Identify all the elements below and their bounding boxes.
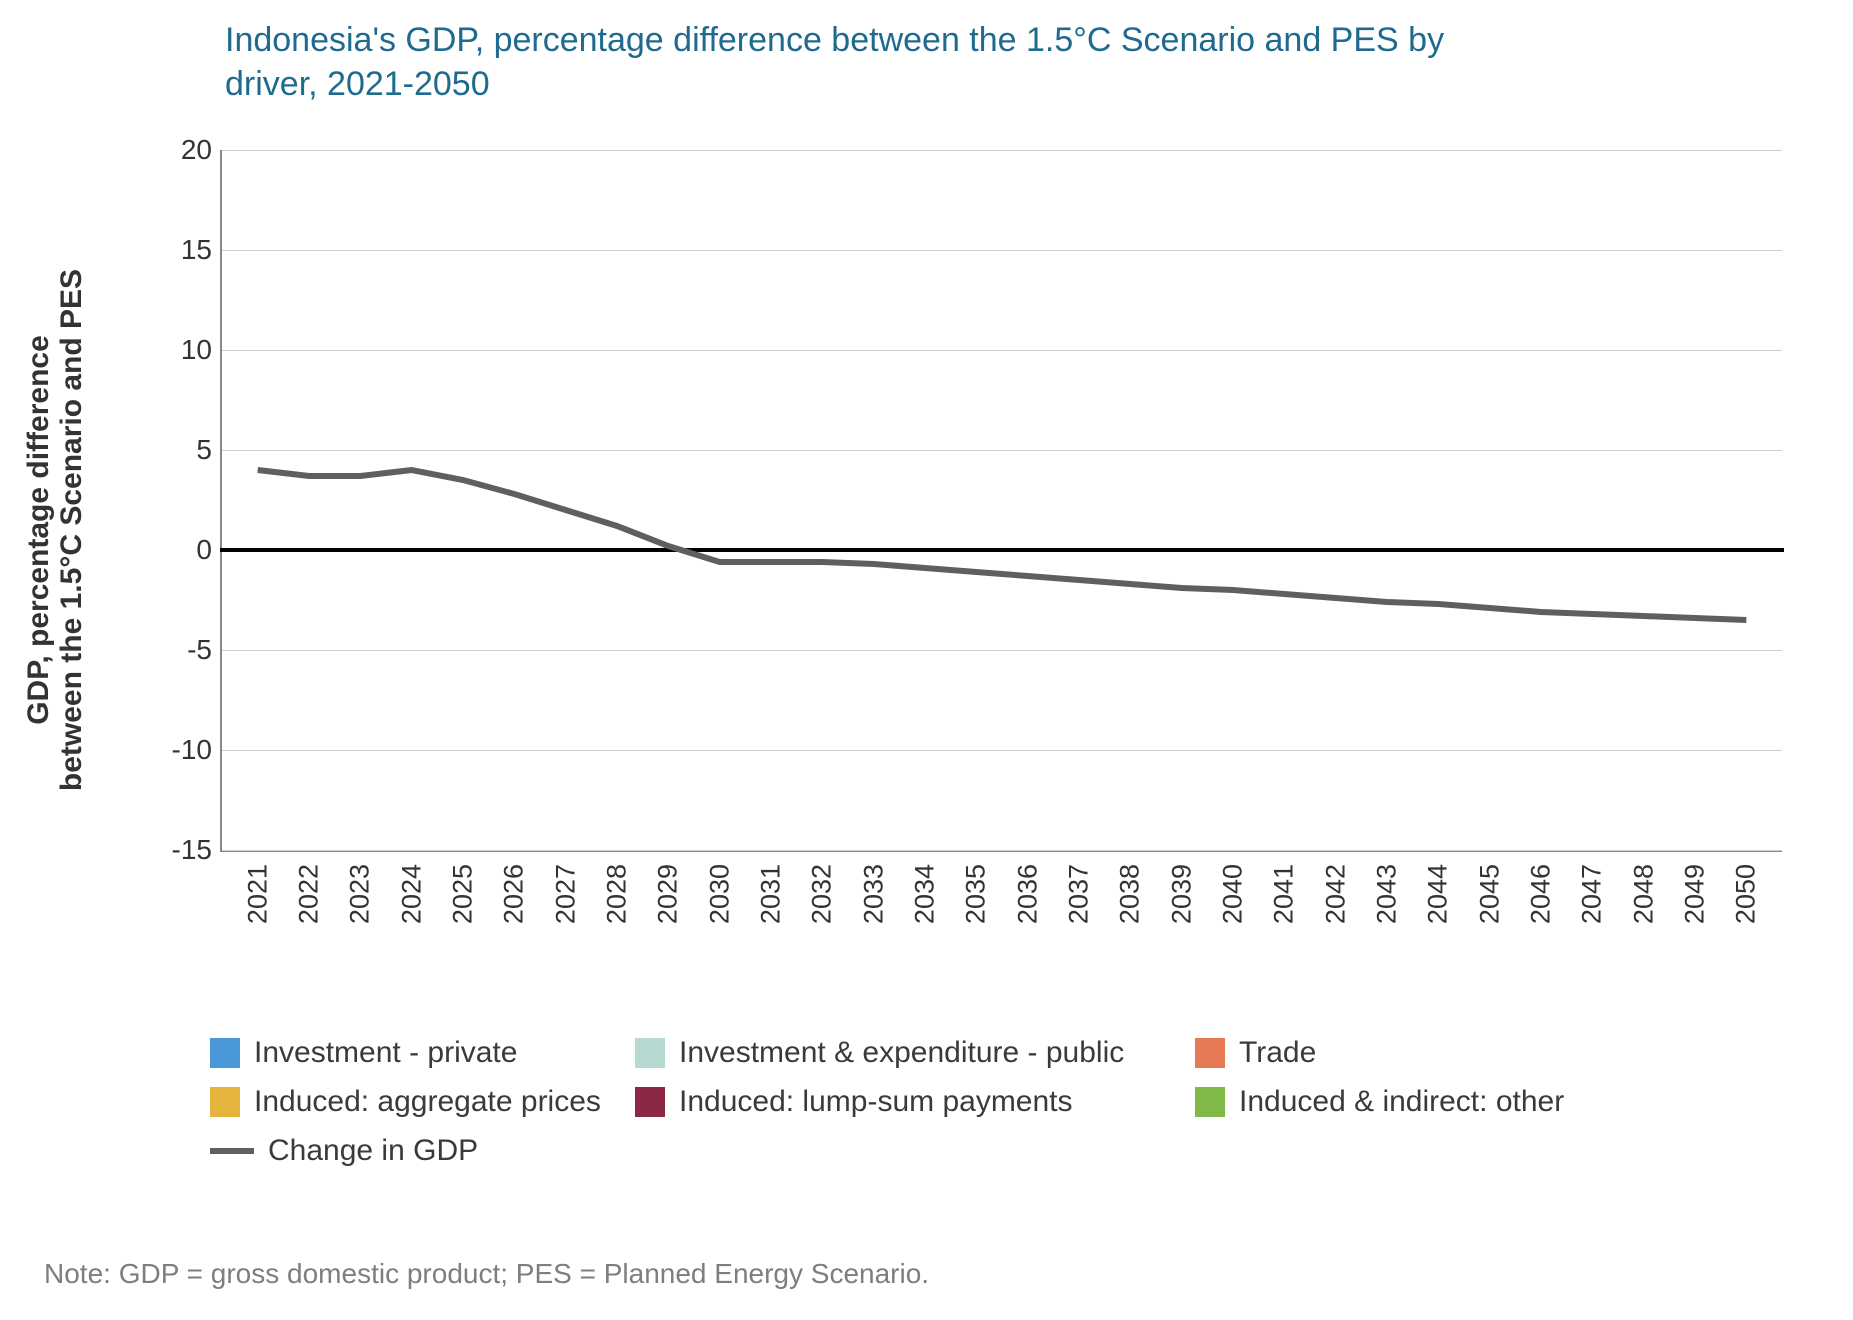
x-tick-label: 2042 — [1320, 864, 1351, 924]
x-tick-label: 2039 — [1166, 864, 1197, 924]
y-tick-label: 20 — [181, 134, 212, 166]
page: Indonesia's GDP, percentage difference b… — [0, 0, 1853, 1320]
x-tick-label: 2038 — [1115, 864, 1146, 924]
x-tick-label: 2040 — [1217, 864, 1248, 924]
legend-item-other: Induced & indirect: other — [1195, 1079, 1635, 1124]
x-tick-label: 2047 — [1577, 864, 1608, 924]
x-tick-label: 2046 — [1525, 864, 1556, 924]
y-tick-label: -10 — [172, 734, 212, 766]
legend-swatch — [210, 1087, 240, 1117]
y-axis-label: GDP, percentage difference between the 1… — [22, 269, 88, 791]
legend-swatch — [210, 1038, 240, 1068]
legend-item-gdp_line: Change in GDP — [210, 1128, 635, 1173]
x-tick-label: 2032 — [807, 864, 838, 924]
legend-swatch — [635, 1038, 665, 1068]
x-tick-label: 2033 — [858, 864, 889, 924]
y-tick-label: 10 — [181, 334, 212, 366]
legend-swatch — [1195, 1038, 1225, 1068]
x-tick-label: 2027 — [550, 864, 581, 924]
x-tick-label: 2041 — [1269, 864, 1300, 924]
legend-item-agg_prices: Induced: aggregate prices — [210, 1079, 635, 1124]
legend-label: Investment & expenditure - public — [679, 1030, 1124, 1075]
x-tick-label: 2022 — [293, 864, 324, 924]
x-tick-label: 2024 — [396, 864, 427, 924]
x-tick-label: 2045 — [1474, 864, 1505, 924]
x-tick-label: 2037 — [1063, 864, 1094, 924]
x-tick-label: 2030 — [704, 864, 735, 924]
legend: Investment - private Investment & expendi… — [210, 1030, 1770, 1173]
x-tick-label: 2044 — [1423, 864, 1454, 924]
x-tick-label: 2029 — [653, 864, 684, 924]
legend-label: Investment - private — [254, 1030, 517, 1075]
legend-label: Trade — [1239, 1030, 1316, 1075]
y-axis-label-line1: GDP, percentage difference — [22, 335, 55, 725]
legend-item-lump_sum: Induced: lump-sum payments — [635, 1079, 1195, 1124]
y-tick-label: 15 — [181, 234, 212, 266]
x-tick-label: 2026 — [499, 864, 530, 924]
legend-swatch — [635, 1087, 665, 1117]
x-tick-label: 2025 — [447, 864, 478, 924]
y-tick-label: -15 — [172, 834, 212, 866]
legend-label: Induced: aggregate prices — [254, 1079, 601, 1124]
legend-swatch — [1195, 1087, 1225, 1117]
x-tick-label: 2043 — [1371, 864, 1402, 924]
x-tick-label: 2050 — [1731, 864, 1762, 924]
legend-label: Induced & indirect: other — [1239, 1079, 1564, 1124]
legend-item-trade: Trade — [1195, 1030, 1635, 1075]
y-tick-label: 0 — [196, 534, 212, 566]
x-tick-label: 2028 — [601, 864, 632, 924]
y-tick-label: -5 — [187, 634, 212, 666]
x-tick-label: 2034 — [909, 864, 940, 924]
x-tick-label: 2049 — [1679, 864, 1710, 924]
gridline — [222, 850, 1782, 851]
y-axis-label-line2: between the 1.5°C Scenario and PES — [55, 269, 88, 791]
footnote: Note: GDP = gross domestic product; PES … — [44, 1258, 929, 1290]
x-tick-label: 2023 — [345, 864, 376, 924]
gdp-line — [222, 150, 1782, 850]
plot-area: 2021202220232024202520262027202820292030… — [220, 150, 1782, 852]
legend-item-inv_public: Investment & expenditure - public — [635, 1030, 1195, 1075]
x-tick-label: 2021 — [242, 864, 273, 924]
chart-area: GDP, percentage difference between the 1… — [70, 150, 1810, 910]
legend-item-inv_private: Investment - private — [210, 1030, 635, 1075]
x-tick-label: 2031 — [755, 864, 786, 924]
x-tick-label: 2048 — [1628, 864, 1659, 924]
y-tick-label: 5 — [196, 434, 212, 466]
legend-grid: Investment - private Investment & expendi… — [210, 1030, 1770, 1173]
legend-label: Induced: lump-sum payments — [679, 1079, 1073, 1124]
x-tick-label: 2035 — [961, 864, 992, 924]
gdp-polyline — [258, 470, 1747, 620]
x-tick-label: 2036 — [1012, 864, 1043, 924]
legend-line-swatch — [210, 1148, 254, 1154]
chart-title: Indonesia's GDP, percentage difference b… — [225, 18, 1525, 106]
legend-label: Change in GDP — [268, 1128, 478, 1173]
